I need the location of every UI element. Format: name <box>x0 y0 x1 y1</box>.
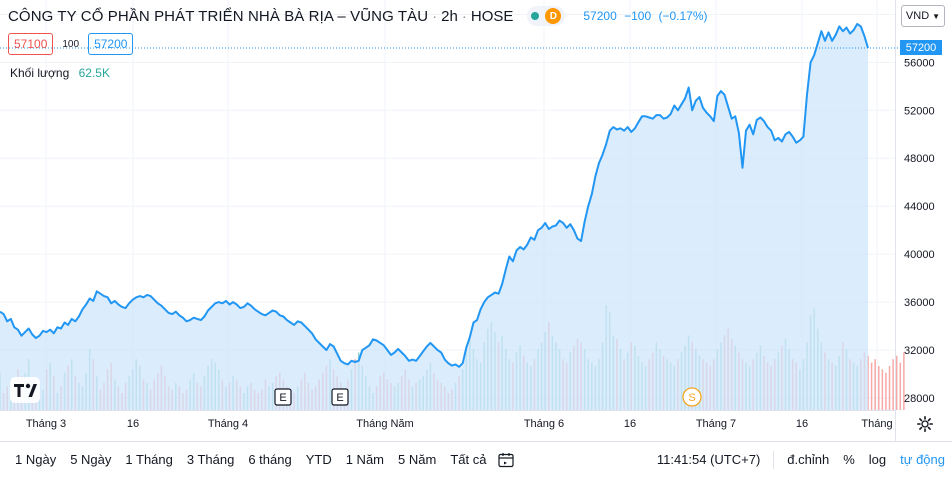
chevron-down-icon: ▼ <box>932 11 941 21</box>
range-1-year[interactable]: 1 Năm <box>345 452 385 467</box>
volume-bar <box>895 355 898 410</box>
bottom-toolbar: 1 Ngày 5 Ngày 1 Tháng 3 Tháng 6 tháng YT… <box>0 441 952 477</box>
volume-label: Khối lượng <box>10 66 70 80</box>
earnings-marker[interactable]: E <box>331 388 349 406</box>
range-1-month[interactable]: 1 Tháng <box>125 452 173 467</box>
last-price: 57200 <box>583 9 617 23</box>
price-change: −100 <box>624 9 652 23</box>
volume-legend: Khối lượng 62.5K <box>10 66 110 80</box>
x-tick-label: Tháng Năm <box>356 418 413 430</box>
market-status[interactable]: D <box>527 6 566 26</box>
y-tick-label: 52000 <box>904 105 935 117</box>
volume-bar <box>874 359 876 410</box>
y-axis-labels: 28000 32000 36000 40000 44000 48000 52000 56000… <box>904 9 935 405</box>
range-all[interactable]: Tất cả <box>450 452 487 467</box>
price-line <box>0 23 869 368</box>
volume-bar <box>903 352 905 410</box>
volume-bar <box>892 359 894 410</box>
y-tick-label: 36000 <box>904 297 935 309</box>
marker-label: S <box>688 392 695 404</box>
symbol-legend: CÔNG TY CỔ PHẦN PHÁT TRIỂN NHÀ BÀ RỊA – … <box>8 6 712 26</box>
x-tick-label: 16 <box>624 418 636 430</box>
symbol-title[interactable]: CÔNG TY CỔ PHẦN PHÁT TRIỂN NHÀ BÀ RỊA – … <box>8 7 429 25</box>
settings-gear-icon[interactable] <box>916 415 934 433</box>
x-tick-label: 16 <box>796 418 808 430</box>
tradingview-logo-icon[interactable] <box>10 377 40 403</box>
price-info: 57200 −100 (−0.17%) <box>583 9 711 23</box>
range-6-months[interactable]: 6 tháng <box>248 452 292 467</box>
x-axis-labels: Tháng 3 16 Tháng 4 Tháng Năm Tháng 6 16 Tháng … <box>26 418 893 430</box>
x-tick-label: Tháng <box>861 418 892 430</box>
range-3-months[interactable]: 3 Tháng <box>186 452 235 467</box>
y-tick-label: 56000 <box>904 57 935 69</box>
delayed-badge[interactable]: D <box>545 8 562 24</box>
spread-value: 100 <box>62 38 80 50</box>
bid-ask-row: 57100 100 57200 <box>8 33 134 55</box>
volume-bar <box>888 365 891 410</box>
volume-bar <box>881 369 884 410</box>
y-tick-label: 32000 <box>904 345 935 357</box>
bid-price[interactable]: 57100 <box>8 33 54 55</box>
price-change-percent: (−0.17%) <box>658 9 708 23</box>
market-open-dot-icon <box>531 12 540 20</box>
range-ytd[interactable]: YTD <box>305 452 332 467</box>
x-tick-label: 16 <box>127 418 139 430</box>
x-tick-label: Tháng 7 <box>696 418 736 430</box>
marker-label: E <box>336 392 343 404</box>
legend-separator: · <box>432 7 438 25</box>
x-tick-label: Tháng 3 <box>26 418 66 430</box>
y-tick-label: 44000 <box>904 201 935 213</box>
marker-label: E <box>279 392 286 404</box>
currency-label: VND <box>905 10 930 22</box>
x-tick-label: Tháng 6 <box>524 418 564 430</box>
exchange-label: HOSE <box>470 7 514 25</box>
split-marker[interactable]: S <box>682 387 702 407</box>
volume-bar <box>870 362 873 410</box>
currency-selector[interactable]: VND ▼ <box>901 5 945 27</box>
adjust-toggle[interactable]: đ.chỉnh <box>787 452 830 467</box>
interval-label: 2h <box>441 7 458 25</box>
y-tick-label: 48000 <box>904 153 935 165</box>
toolbar-divider <box>773 450 775 469</box>
volume-bar <box>899 362 902 410</box>
calendar-goto-icon[interactable] <box>497 451 515 469</box>
range-5-days[interactable]: 5 Ngày <box>70 452 112 467</box>
price-area <box>0 24 868 410</box>
last-price-tag: 57200 <box>900 40 942 56</box>
range-1-day[interactable]: 1 Ngày <box>15 452 57 467</box>
auto-scale-toggle[interactable]: tự động <box>900 452 945 467</box>
volume-bar <box>885 372 887 410</box>
y-tick-label: 40000 <box>904 249 935 261</box>
ask-price[interactable]: 57200 <box>88 33 134 55</box>
percent-scale-toggle[interactable]: % <box>843 452 855 467</box>
toolbar-right: 11:41:54 (UTC+7) đ.chỉnh % log tự động <box>650 442 952 477</box>
log-scale-toggle[interactable]: log <box>868 452 887 467</box>
x-tick-label: Tháng 4 <box>208 418 248 430</box>
volume-value: 62.5K <box>78 66 110 80</box>
volume-bar <box>878 365 880 410</box>
range-5-years[interactable]: 5 Năm <box>398 452 437 467</box>
earnings-marker[interactable]: E <box>274 388 292 406</box>
legend-separator: · <box>461 7 467 25</box>
timezone-clock[interactable]: 11:41:54 (UTC+7) <box>656 452 761 467</box>
y-tick-label: 28000 <box>904 393 935 405</box>
